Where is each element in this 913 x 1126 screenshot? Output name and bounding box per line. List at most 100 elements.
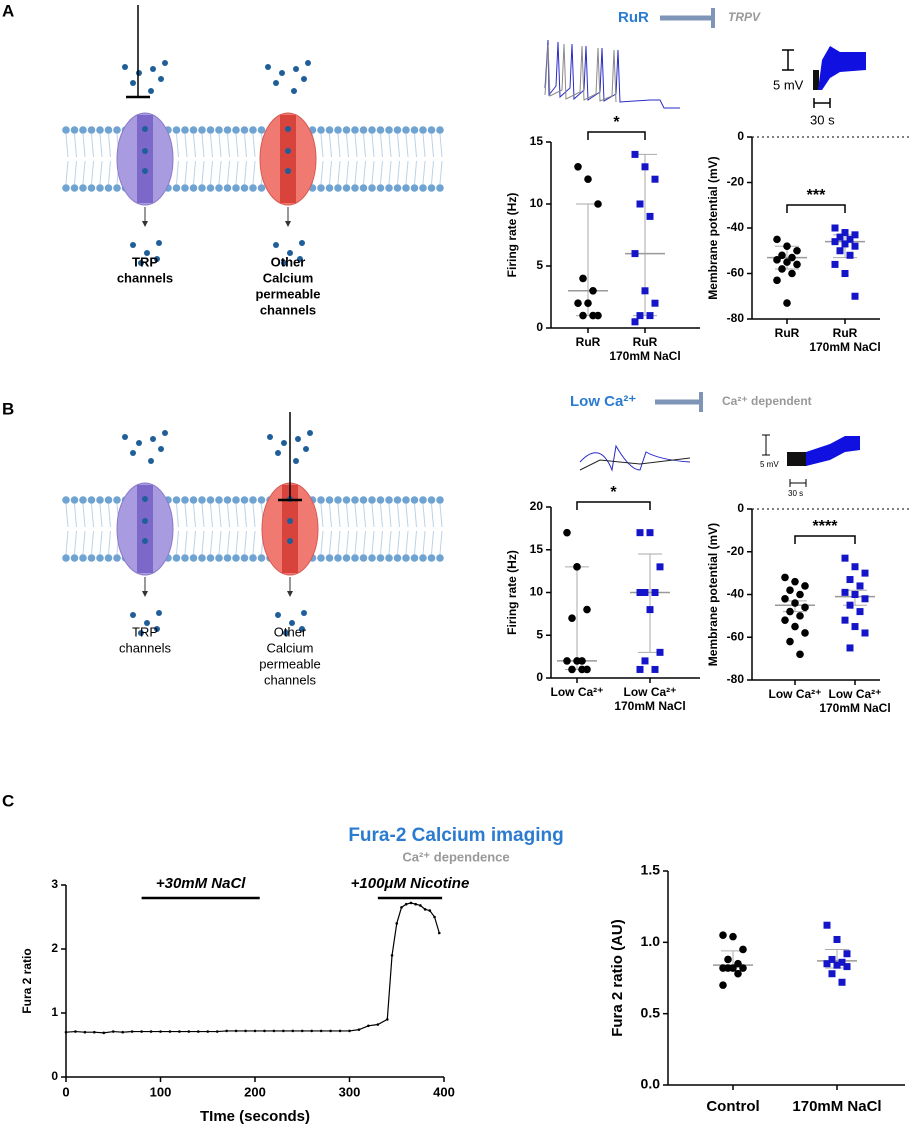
- ion: [130, 450, 136, 456]
- lipid-head: [104, 554, 113, 562]
- trace-point: [244, 1029, 247, 1033]
- data-point: [836, 247, 844, 255]
- scale-label: 5 mV: [773, 77, 804, 92]
- lipid-tail: [431, 133, 434, 158]
- lipid-head: [232, 126, 240, 134]
- lipid-tail: [74, 133, 77, 158]
- lipid-tail: [218, 133, 222, 158]
- lipid-head: [181, 496, 189, 504]
- ion: [150, 436, 156, 442]
- lipid-head: [206, 496, 215, 504]
- trace-point: [93, 1030, 96, 1034]
- ion: [273, 80, 279, 86]
- y-tick-label: 3: [51, 877, 58, 891]
- lipid-head: [79, 554, 87, 562]
- y-tick-label: 0: [536, 320, 543, 334]
- ion: [122, 64, 128, 70]
- scale-label: 30 s: [788, 489, 803, 498]
- trace-point: [187, 1030, 191, 1033]
- data-point: [783, 242, 791, 250]
- trace-point: [329, 1029, 332, 1033]
- y-axis-label: Firing rate (Hz): [505, 193, 519, 278]
- lipid-tail: [210, 530, 213, 555]
- lipid-head: [113, 554, 121, 562]
- trace-point: [282, 1029, 285, 1033]
- channel-label: Calcium: [263, 270, 314, 285]
- scale-label: 30 s: [810, 112, 835, 127]
- lipid-head: [87, 184, 96, 192]
- lipid-head: [215, 496, 223, 504]
- data-point: [793, 246, 801, 255]
- channel-pore: [282, 485, 298, 573]
- y-tick-label: -20: [727, 544, 745, 558]
- lipid-tail: [346, 503, 349, 528]
- data-point: [796, 612, 804, 620]
- lipid-head: [240, 184, 249, 192]
- lipid-head: [96, 496, 104, 504]
- lipid-head: [189, 554, 198, 562]
- y-tick-label: 0: [737, 501, 744, 515]
- channel-label: permeable: [259, 656, 320, 671]
- lipid-head: [393, 126, 402, 134]
- lipid-head: [70, 496, 79, 504]
- lipid-head: [427, 126, 436, 134]
- channel-pore: [137, 115, 153, 203]
- ion: [142, 538, 148, 544]
- ion: [138, 260, 144, 266]
- trace-point: [74, 1030, 77, 1033]
- lipid-head: [240, 554, 249, 562]
- trace-point: [234, 1029, 238, 1033]
- panel-label: C: [2, 791, 14, 810]
- ion: [138, 630, 144, 636]
- lipid-tail: [363, 503, 366, 528]
- data-point: [851, 591, 859, 598]
- trace-point: [168, 1030, 172, 1033]
- lipid-tail: [320, 530, 324, 555]
- lipid-head: [427, 496, 436, 504]
- trace-point: [414, 902, 417, 906]
- lipid-head: [223, 496, 232, 504]
- lipid-head: [419, 554, 427, 562]
- trace-point: [400, 906, 403, 909]
- data-point: [651, 665, 659, 673]
- lipid-head: [427, 184, 436, 192]
- lipid-tail: [405, 503, 409, 528]
- header-drug: RuR: [618, 9, 649, 26]
- lipid-head: [189, 496, 198, 504]
- lipid-tail: [354, 133, 358, 158]
- data-point: [846, 235, 854, 243]
- channel-label: Other: [274, 624, 307, 639]
- lipid-tail: [184, 160, 188, 185]
- lipid-tail: [244, 160, 247, 185]
- lipid-head: [368, 554, 376, 562]
- lipid-tail: [252, 530, 256, 555]
- header-drug: Low Ca²⁺: [570, 393, 636, 410]
- significance-bracket: [786, 204, 846, 213]
- lipid-tail: [82, 133, 86, 158]
- lipid-head: [189, 184, 198, 192]
- ion: [287, 518, 293, 524]
- lipid-head: [385, 496, 393, 504]
- lipid-head: [257, 496, 266, 504]
- ion: [142, 126, 148, 132]
- lipid-head: [351, 496, 359, 504]
- lipid-head: [351, 184, 359, 192]
- x-tick-label: 100: [150, 1084, 172, 1099]
- lipid-head: [240, 496, 249, 504]
- x-tick-label: 170mM NaCl: [609, 349, 680, 363]
- lipid-tail: [354, 503, 358, 528]
- lipid-tail: [380, 160, 383, 185]
- data-point: [846, 601, 854, 609]
- data-point: [828, 970, 836, 978]
- lipid-head: [376, 184, 385, 192]
- lipid-tail: [65, 160, 69, 185]
- y-tick-label: 0: [536, 670, 543, 684]
- data-point: [781, 616, 789, 624]
- lipid-tail: [422, 133, 426, 158]
- lipid-tail: [74, 503, 77, 528]
- lipid-head: [359, 126, 368, 134]
- ion: [144, 250, 150, 256]
- lipid-head: [419, 184, 427, 192]
- y-axis-label: Membrane potential (mV): [706, 523, 720, 666]
- panel-label: A: [2, 1, 14, 20]
